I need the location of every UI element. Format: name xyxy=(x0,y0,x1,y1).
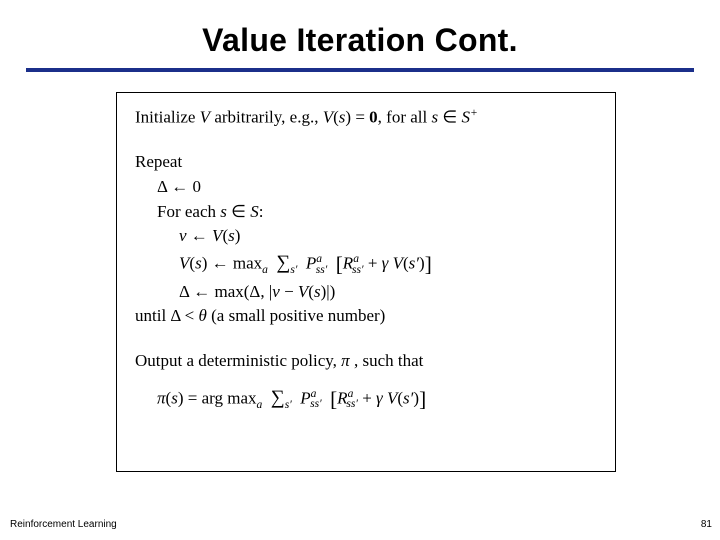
algo-repeat: Repeat xyxy=(135,150,597,175)
algo-init: Initialize V arbitrarily, e.g., V(s) = 0… xyxy=(135,105,597,130)
page-number: 81 xyxy=(701,519,712,530)
slide-title: Value Iteration Cont. xyxy=(0,22,720,59)
algo-until: until Δ < θ (a small positive number) xyxy=(135,304,597,329)
algo-policy: π(s) = arg maxa ∑s′ Pass′ [Rass′ + γ V(s… xyxy=(135,384,597,415)
algo-output: Output a deterministic policy, π , such … xyxy=(135,349,597,374)
algo-delta-update: Δ ← max(Δ, |v − V(s)|) xyxy=(135,280,597,305)
slide: Value Iteration Cont. Initialize V arbit… xyxy=(0,0,720,540)
footer-left: Reinforcement Learning xyxy=(10,519,117,530)
algo-foreach: For each s ∈ S: xyxy=(135,200,597,225)
algorithm-box: Initialize V arbitrarily, e.g., V(s) = 0… xyxy=(116,92,616,472)
algo-delta-zero: Δ ← 0 xyxy=(135,175,597,200)
title-rule xyxy=(26,68,694,72)
algo-v-assign: v ← V(s) xyxy=(135,224,597,249)
algo-value-update: V(s) ← maxa ∑s′ Pass′ [Rass′ + γ V(s′)] xyxy=(135,249,597,280)
